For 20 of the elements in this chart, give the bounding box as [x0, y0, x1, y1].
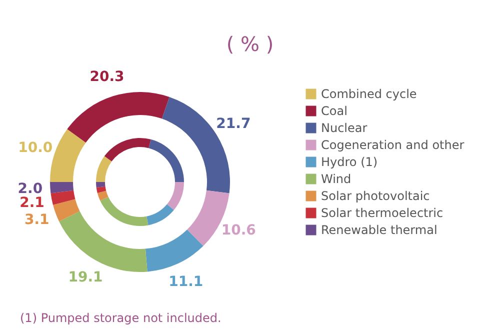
legend-label: Renewable thermal [321, 223, 438, 237]
data-label: 10.0 [18, 140, 53, 156]
data-label: 10.6 [221, 222, 256, 239]
legend-label: Solar thermoelectric [321, 206, 444, 220]
data-label: 2.0 [18, 180, 43, 197]
legend-label: Coal [321, 104, 348, 118]
data-label: 19.1 [68, 270, 103, 286]
data-label: 20.3 [90, 69, 124, 86]
data-label: 21.7 [216, 116, 251, 132]
data-label: 2.1 [20, 194, 44, 211]
chart-title: ( % ) [226, 32, 274, 56]
legend-label: Combined cycle [321, 87, 417, 101]
legend-label: Cogeneration and other [321, 138, 464, 152]
text: (1) Pumped storage not included. [20, 311, 222, 325]
legend-label: Nuclear [321, 121, 368, 135]
legend-label: Solar photovoltaic [321, 189, 430, 203]
data-label: 3.1 [24, 212, 50, 228]
legend-label: Hydro (1) [321, 155, 378, 169]
data-label: 11.1 [168, 274, 204, 290]
legend-label: Wind [321, 172, 352, 186]
